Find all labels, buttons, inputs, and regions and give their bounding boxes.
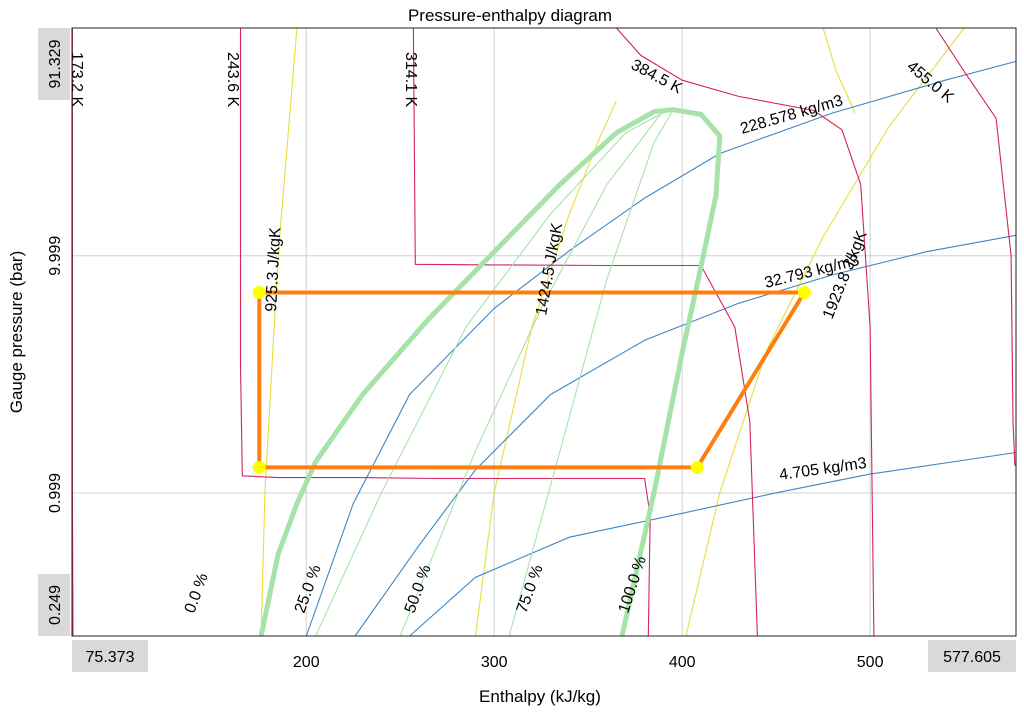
- isotherm-line: [615, 27, 875, 637]
- qualitie-line: [315, 110, 668, 637]
- cycle-point[interactable]: [797, 285, 811, 299]
- isotherm-label-3: 314.1 K: [402, 52, 419, 107]
- isotherm-label-2: 243.6 K: [224, 52, 241, 107]
- x-min-label: 75.373: [86, 649, 135, 666]
- y-max-label: 91.329: [47, 39, 64, 88]
- x-tick-label: 400: [669, 654, 696, 671]
- quality-lines: [315, 110, 674, 637]
- x-axis-label: Enthalpy (kJ/kg): [479, 687, 601, 706]
- isentrope-line: [260, 27, 298, 637]
- isochore-line: [409, 451, 1017, 637]
- isotherm-line: [239, 28, 651, 637]
- y-max-badge: [38, 28, 70, 100]
- x-tick-label: 500: [857, 654, 884, 671]
- y-min-label: 0.249: [47, 585, 64, 625]
- plot-area[interactable]: 173.2 K 243.6 K 314.1 K 384.5 K 455.0 K …: [68, 27, 1017, 637]
- x-tick-label: 300: [481, 654, 508, 671]
- x-min-badge: [72, 640, 148, 672]
- isotherm-line: [412, 27, 758, 637]
- grid: [72, 28, 1016, 636]
- cycle-point[interactable]: [252, 285, 266, 299]
- y-axis-label: Gauge pressure (bar): [7, 251, 26, 414]
- y-min-badge: [38, 574, 70, 636]
- isentrope-line: [474, 100, 617, 637]
- isochore-lines: [305, 60, 1017, 637]
- isochore-line: [354, 234, 1017, 637]
- qualitie-line: [399, 110, 664, 637]
- x-max-label: 577.605: [943, 649, 1001, 666]
- isotherm-label-1: 173.2 K: [68, 52, 85, 107]
- y-tick-label: 0.999: [47, 473, 64, 513]
- isotherm-line: [935, 27, 1016, 466]
- isentrope-line: [822, 27, 856, 114]
- x-tick-label: 200: [293, 654, 320, 671]
- x-max-badge: [928, 640, 1016, 672]
- isentrope-label-1: 925.3 J/kgK: [263, 227, 284, 313]
- chart-title: Pressure-enthalpy diagram: [408, 6, 612, 25]
- qualitie-line: [508, 110, 674, 637]
- isochore-line: [305, 60, 1017, 637]
- cycle-point[interactable]: [252, 460, 266, 474]
- cycle-point[interactable]: [690, 460, 704, 474]
- y-tick-label: 9.999: [47, 236, 64, 276]
